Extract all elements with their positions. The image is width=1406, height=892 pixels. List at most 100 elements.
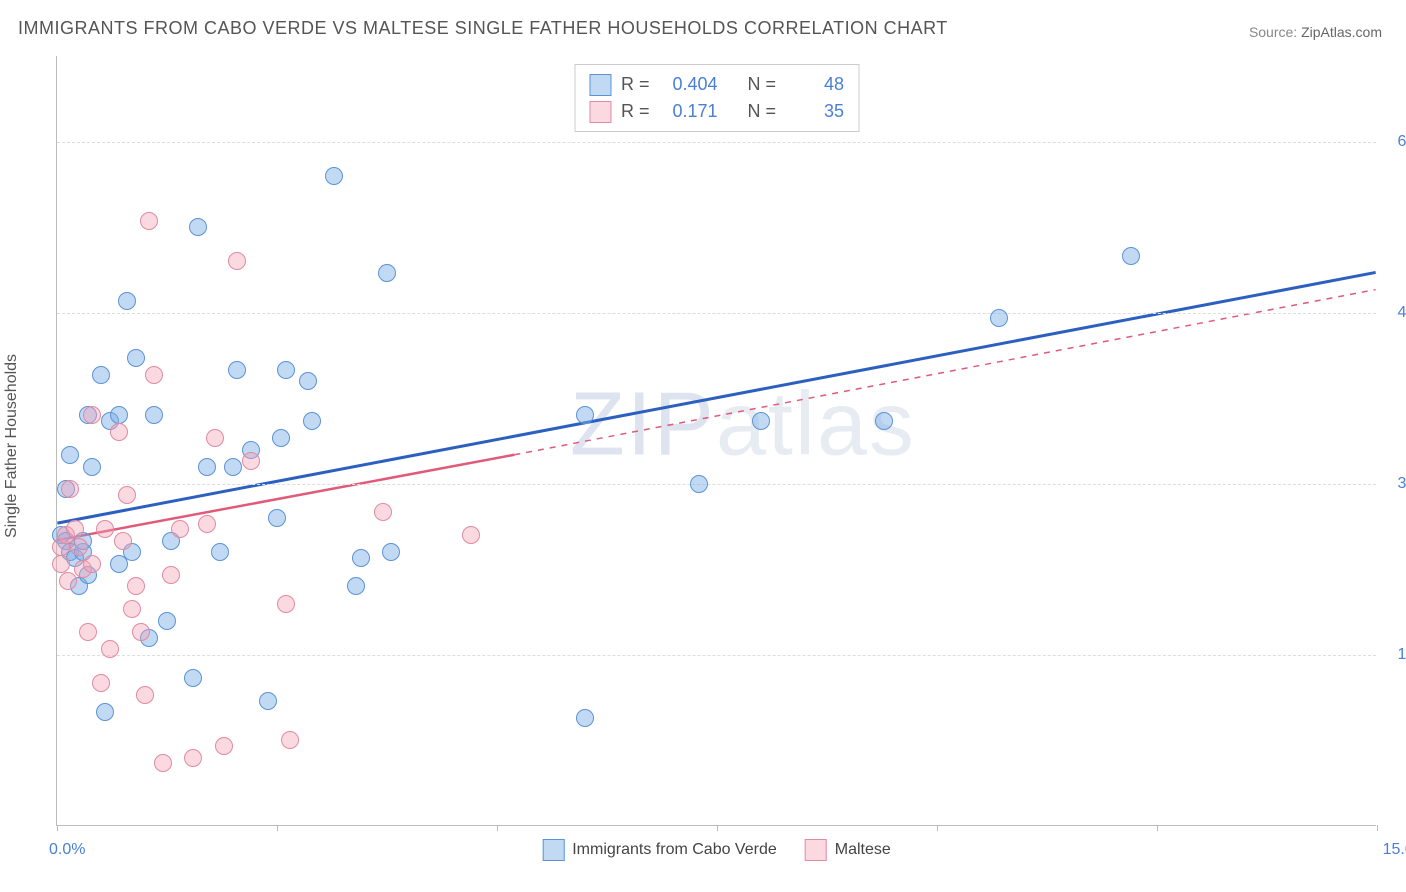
y-tick-label: 6.0%: [1384, 133, 1406, 151]
scatter-point-cabo: [347, 577, 365, 595]
trend-line: [514, 290, 1375, 455]
scatter-point-maltese: [92, 674, 110, 692]
x-tick-mark: [1377, 825, 1378, 831]
y-tick-label: 4.5%: [1384, 304, 1406, 322]
scatter-point-maltese: [114, 532, 132, 550]
scatter-point-cabo: [1122, 247, 1140, 265]
x-tick-mark: [277, 825, 278, 831]
scatter-point-cabo: [96, 703, 114, 721]
scatter-point-maltese: [70, 538, 88, 556]
scatter-point-cabo: [303, 412, 321, 430]
x-tick-mark: [497, 825, 498, 831]
scatter-point-maltese: [83, 406, 101, 424]
legend-item-maltese: Maltese: [805, 839, 891, 861]
scatter-point-maltese: [136, 686, 154, 704]
scatter-point-maltese: [61, 480, 79, 498]
scatter-point-maltese: [162, 566, 180, 584]
x-tick-mark: [937, 825, 938, 831]
scatter-point-maltese: [277, 595, 295, 613]
x-tick-mark: [57, 825, 58, 831]
scatter-point-cabo: [198, 458, 216, 476]
scatter-point-cabo: [990, 309, 1008, 327]
scatter-point-maltese: [118, 486, 136, 504]
gridline-h: [57, 484, 1376, 485]
scatter-point-cabo: [378, 264, 396, 282]
n-value-maltese: 35: [786, 98, 844, 125]
legend-swatch-maltese: [589, 101, 611, 123]
n-value-cabo: 48: [786, 71, 844, 98]
scatter-point-maltese: [66, 520, 84, 538]
scatter-point-cabo: [272, 429, 290, 447]
scatter-point-maltese: [462, 526, 480, 544]
source-value: ZipAtlas.com: [1301, 24, 1382, 40]
legend-stats: R = 0.404 N = 48 R = 0.171 N = 35: [574, 64, 859, 132]
scatter-point-maltese: [52, 555, 70, 573]
scatter-point-cabo: [690, 475, 708, 493]
legend-label-cabo: Immigrants from Cabo Verde: [572, 841, 777, 859]
scatter-point-maltese: [132, 623, 150, 641]
scatter-point-cabo: [189, 218, 207, 236]
scatter-point-cabo: [259, 692, 277, 710]
scatter-point-cabo: [92, 366, 110, 384]
source-label: Source:: [1249, 24, 1297, 40]
scatter-point-cabo: [325, 167, 343, 185]
scatter-point-cabo: [875, 412, 893, 430]
scatter-point-cabo: [61, 446, 79, 464]
trend-line: [57, 272, 1375, 523]
chart-svg: [57, 56, 1376, 825]
r-value-cabo: 0.404: [660, 71, 718, 98]
chart-title: IMMIGRANTS FROM CABO VERDE VS MALTESE SI…: [18, 18, 948, 39]
scatter-point-maltese: [145, 366, 163, 384]
scatter-point-maltese: [198, 515, 216, 533]
scatter-point-maltese: [215, 737, 233, 755]
x-tick-mark: [1157, 825, 1158, 831]
scatter-point-maltese: [59, 572, 77, 590]
scatter-point-maltese: [171, 520, 189, 538]
legend-swatch-maltese-b: [805, 839, 827, 861]
scatter-point-cabo: [224, 458, 242, 476]
scatter-point-cabo: [83, 458, 101, 476]
scatter-point-maltese: [154, 754, 172, 772]
x-tick-mark: [717, 825, 718, 831]
scatter-point-cabo: [145, 406, 163, 424]
scatter-point-cabo: [127, 349, 145, 367]
legend-series: Immigrants from Cabo Verde Maltese: [542, 839, 891, 861]
r-label: R =: [621, 98, 650, 125]
scatter-point-maltese: [281, 731, 299, 749]
source-attribution: Source: ZipAtlas.com: [1249, 24, 1382, 40]
x-tick-label-max: 15.0%: [1383, 841, 1406, 859]
scatter-point-cabo: [110, 406, 128, 424]
legend-label-maltese: Maltese: [835, 841, 891, 859]
r-value-maltese: 0.171: [660, 98, 718, 125]
scatter-point-cabo: [299, 372, 317, 390]
scatter-point-maltese: [110, 423, 128, 441]
legend-stats-row-maltese: R = 0.171 N = 35: [589, 98, 844, 125]
scatter-point-cabo: [277, 361, 295, 379]
plot-area: ZIPatlas R = 0.404 N = 48 R = 0.171 N = …: [56, 56, 1376, 826]
scatter-point-maltese: [79, 623, 97, 641]
scatter-point-cabo: [118, 292, 136, 310]
gridline-h: [57, 655, 1376, 656]
scatter-point-maltese: [374, 503, 392, 521]
scatter-point-cabo: [158, 612, 176, 630]
scatter-point-cabo: [268, 509, 286, 527]
scatter-point-maltese: [123, 600, 141, 618]
scatter-point-cabo: [576, 406, 594, 424]
scatter-point-maltese: [242, 452, 260, 470]
scatter-point-cabo: [184, 669, 202, 687]
legend-item-cabo: Immigrants from Cabo Verde: [542, 839, 777, 861]
legend-swatch-cabo: [589, 74, 611, 96]
y-tick-label: 1.5%: [1384, 646, 1406, 664]
x-tick-label-min: 0.0%: [49, 841, 85, 859]
scatter-point-maltese: [127, 577, 145, 595]
scatter-point-cabo: [752, 412, 770, 430]
watermark-bold: ZIP: [570, 375, 716, 475]
scatter-point-maltese: [228, 252, 246, 270]
scatter-point-cabo: [228, 361, 246, 379]
legend-swatch-cabo-b: [542, 839, 564, 861]
gridline-h: [57, 313, 1376, 314]
n-label: N =: [748, 98, 777, 125]
scatter-point-cabo: [211, 543, 229, 561]
scatter-point-maltese: [140, 212, 158, 230]
legend-stats-row-cabo: R = 0.404 N = 48: [589, 71, 844, 98]
